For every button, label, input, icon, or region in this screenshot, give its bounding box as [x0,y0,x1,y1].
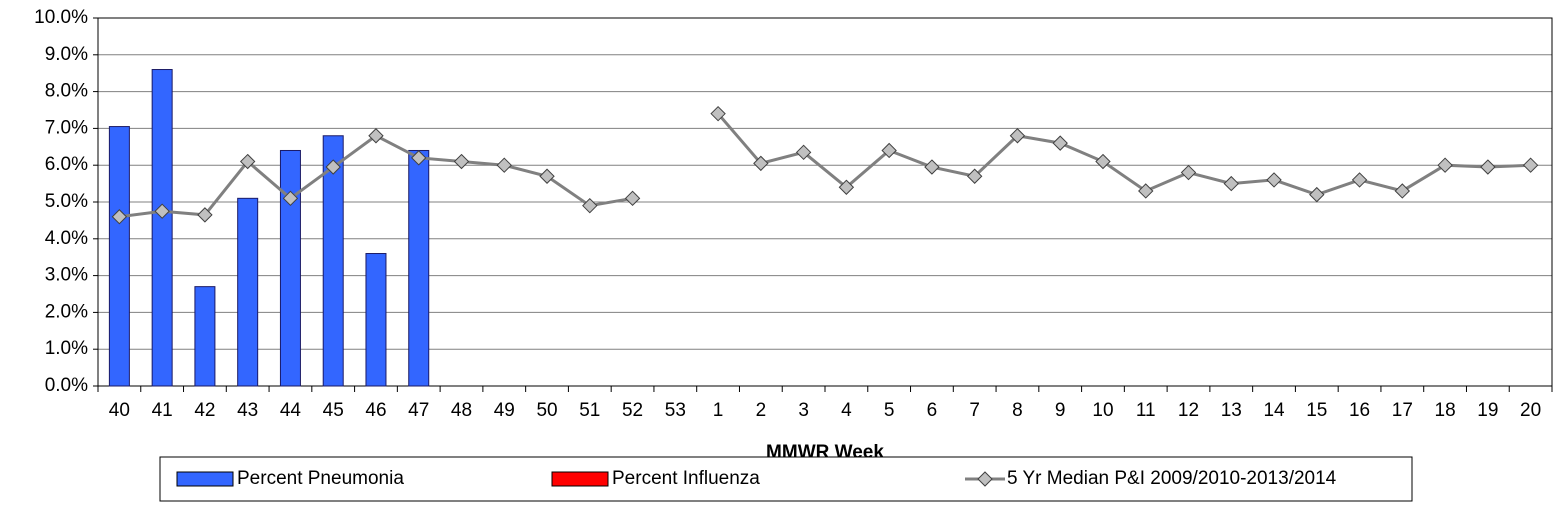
bar [237,197,259,387]
marker [1480,159,1496,175]
x-tick-label: 7 [969,400,980,421]
bar [151,69,173,387]
x-tick-label: 4 [841,400,852,421]
marker [753,155,769,172]
marker [1309,186,1325,203]
marker [1223,175,1239,192]
x-tick-label: 46 [365,400,386,421]
marker [624,190,641,207]
y-tick-label: 9.0% [45,44,88,65]
y-tick-label: 10.0% [34,7,88,28]
x-tick-label: 19 [1477,400,1498,421]
x-tick-label: 14 [1263,400,1285,421]
x-tick-label: 5 [884,400,895,421]
marker [1095,153,1111,170]
x-tick-label: 18 [1435,400,1456,421]
y-tick-label: 8.0% [45,81,88,102]
x-tick-label: 41 [152,400,173,421]
x-tick-label: 3 [798,400,809,421]
marker [111,209,128,225]
x-tick-label: 13 [1221,400,1242,421]
x-tick-label: 9 [1055,400,1066,421]
marker [710,105,726,122]
x-tick-label: 53 [665,400,686,421]
legend-label: Percent Pneumonia [237,468,404,489]
x-tick-label: 6 [927,400,938,421]
bar [365,253,387,387]
bar [322,135,344,387]
x-tick-label: 17 [1392,400,1413,421]
legend-swatch [977,471,993,487]
marker [154,203,170,219]
x-tick-label: 49 [494,400,515,421]
marker [496,157,512,173]
x-tick-label: 45 [323,400,344,421]
marker [1180,164,1197,181]
x-tick-label: 51 [579,400,600,421]
marker [282,190,299,207]
y-tick-label: 1.0% [45,338,88,359]
x-tick-label: 10 [1092,400,1113,421]
x-tick-label: 50 [536,400,557,421]
legend-label: 5 Yr Median P&I 2009/2010-2013/2014 [1007,468,1337,489]
marker [325,159,341,175]
bar [108,126,130,387]
x-tick-label: 2 [756,400,767,421]
legend-label: Percent Influenza [612,468,760,489]
bar [194,286,216,387]
marker [582,197,598,214]
y-tick-label: 7.0% [45,117,88,138]
marker [1394,183,1411,199]
marker [1522,157,1539,173]
marker [368,128,384,144]
x-tick-label: 44 [280,400,302,421]
marker [197,207,213,223]
y-tick-label: 6.0% [45,154,88,175]
x-tick-label: 43 [237,400,258,421]
y-tick-label: 2.0% [45,301,88,322]
marker [795,144,812,161]
legend-box [159,456,1413,502]
y-tick-label: 3.0% [45,265,88,286]
x-tick-label: 8 [1012,400,1023,421]
marker [1138,183,1154,199]
marker [1052,135,1068,151]
x-tick-label: 16 [1349,400,1370,421]
marker [1266,172,1282,188]
marker [1009,128,1026,144]
marker [966,168,983,184]
bar [279,149,301,387]
x-tick-label: 47 [408,400,429,421]
marker [453,153,470,170]
bar [408,149,430,387]
marker [411,150,427,166]
x-tick-label: 1 [713,400,724,421]
x-tick-label: 40 [109,400,130,421]
x-tick-label: 11 [1136,400,1156,421]
marker [1351,172,1368,188]
x-tick-label: 15 [1306,400,1327,421]
marker [239,153,256,170]
marker [881,142,897,159]
x-tick-label: 48 [451,400,472,421]
marker [924,159,940,175]
x-tick-label: 52 [622,400,643,421]
marker [1437,157,1453,173]
marker [838,179,855,195]
y-tick-label: 0.0% [45,375,88,396]
y-tick-label: 5.0% [45,191,88,212]
x-tick-label: 42 [194,400,215,421]
y-tick-label: 4.0% [45,228,88,249]
legend-swatch [176,471,234,487]
x-tick-label: 20 [1520,400,1541,421]
legend-swatch [551,471,609,487]
marker [539,168,555,184]
x-tick-label: 12 [1178,400,1199,421]
